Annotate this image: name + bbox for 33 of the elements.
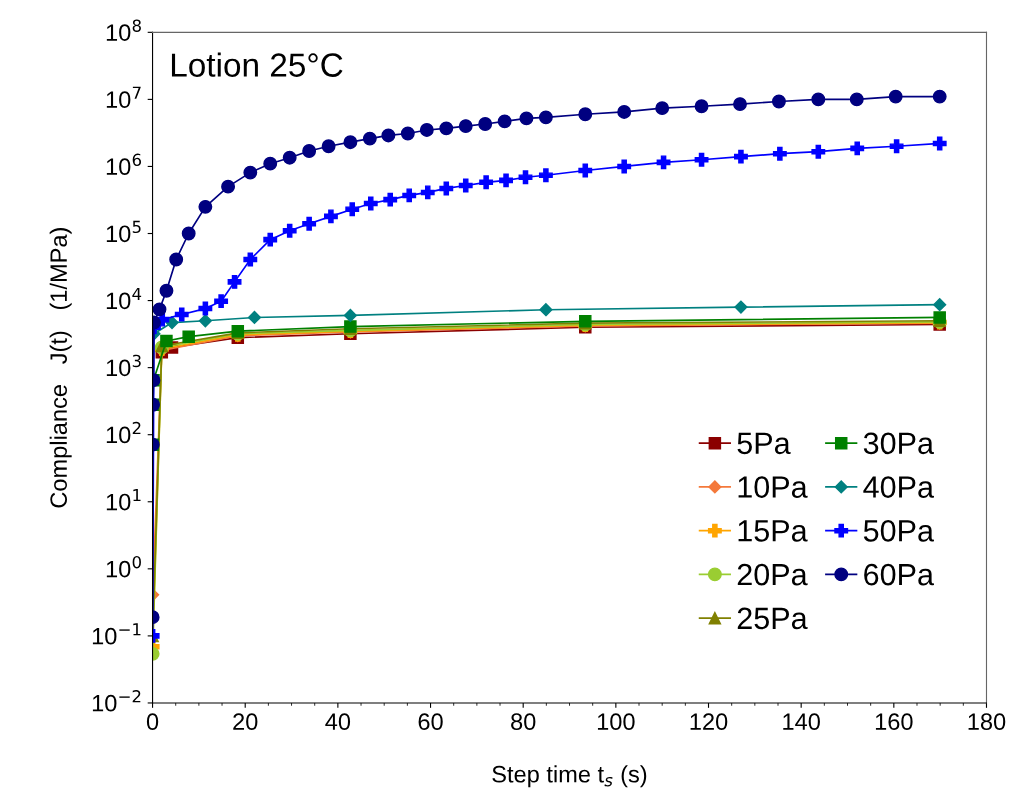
y-tick-label: 10$^{0}$ xyxy=(106,555,141,578)
x-tick-label: 40 xyxy=(325,713,351,731)
legend-label: 50Pa xyxy=(863,520,934,542)
y-tick-label: 10$^{7}$ xyxy=(106,86,141,109)
y-tick-label: 10$^{8}$ xyxy=(106,19,141,41)
legend-label: 25Pa xyxy=(737,607,808,630)
x-tick-label: 100 xyxy=(597,713,635,731)
x-tick-label: 180 xyxy=(968,713,1006,731)
y-tick-label: 10$^{5}$ xyxy=(106,220,141,243)
annotation: Lotion 25°C xyxy=(171,52,343,77)
x-axis-title: Step time t$_{s}$ (s) xyxy=(492,765,647,788)
x-tick-label: 80 xyxy=(511,713,536,731)
legend-label: 30Pa xyxy=(863,432,934,455)
y-tick-label: 10$^{4}$ xyxy=(106,287,142,310)
legend-label: 15Pa xyxy=(738,520,808,542)
legend-label: 20Pa xyxy=(737,563,808,586)
x-tick-label: 0 xyxy=(146,713,159,731)
legend-label: 40Pa xyxy=(863,476,934,498)
y-tick-label: 10$^{2}$ xyxy=(106,421,141,444)
x-tick-label: 60 xyxy=(418,713,443,731)
y-tick-label: 10$^{−2}$ xyxy=(92,690,141,712)
x-tick-label: 20 xyxy=(233,713,258,731)
legend-label: 5Pa xyxy=(737,432,791,455)
y-axis-title: Compliance J(t) (1/MPa) xyxy=(49,228,72,508)
legend-label: 60Pa xyxy=(864,563,934,586)
y-tick-label: 10$^{−1}$ xyxy=(92,623,141,645)
x-tick-label: 140 xyxy=(783,713,820,731)
legend-label: 10Pa xyxy=(738,476,808,498)
y-tick-label: 10$^{3}$ xyxy=(106,354,141,377)
y-tick-label: 10$^{1}$ xyxy=(106,489,141,511)
x-tick-label: 120 xyxy=(690,713,728,731)
x-tick-label: 160 xyxy=(875,713,913,731)
y-tick-label: 10$^{6}$ xyxy=(106,153,142,176)
